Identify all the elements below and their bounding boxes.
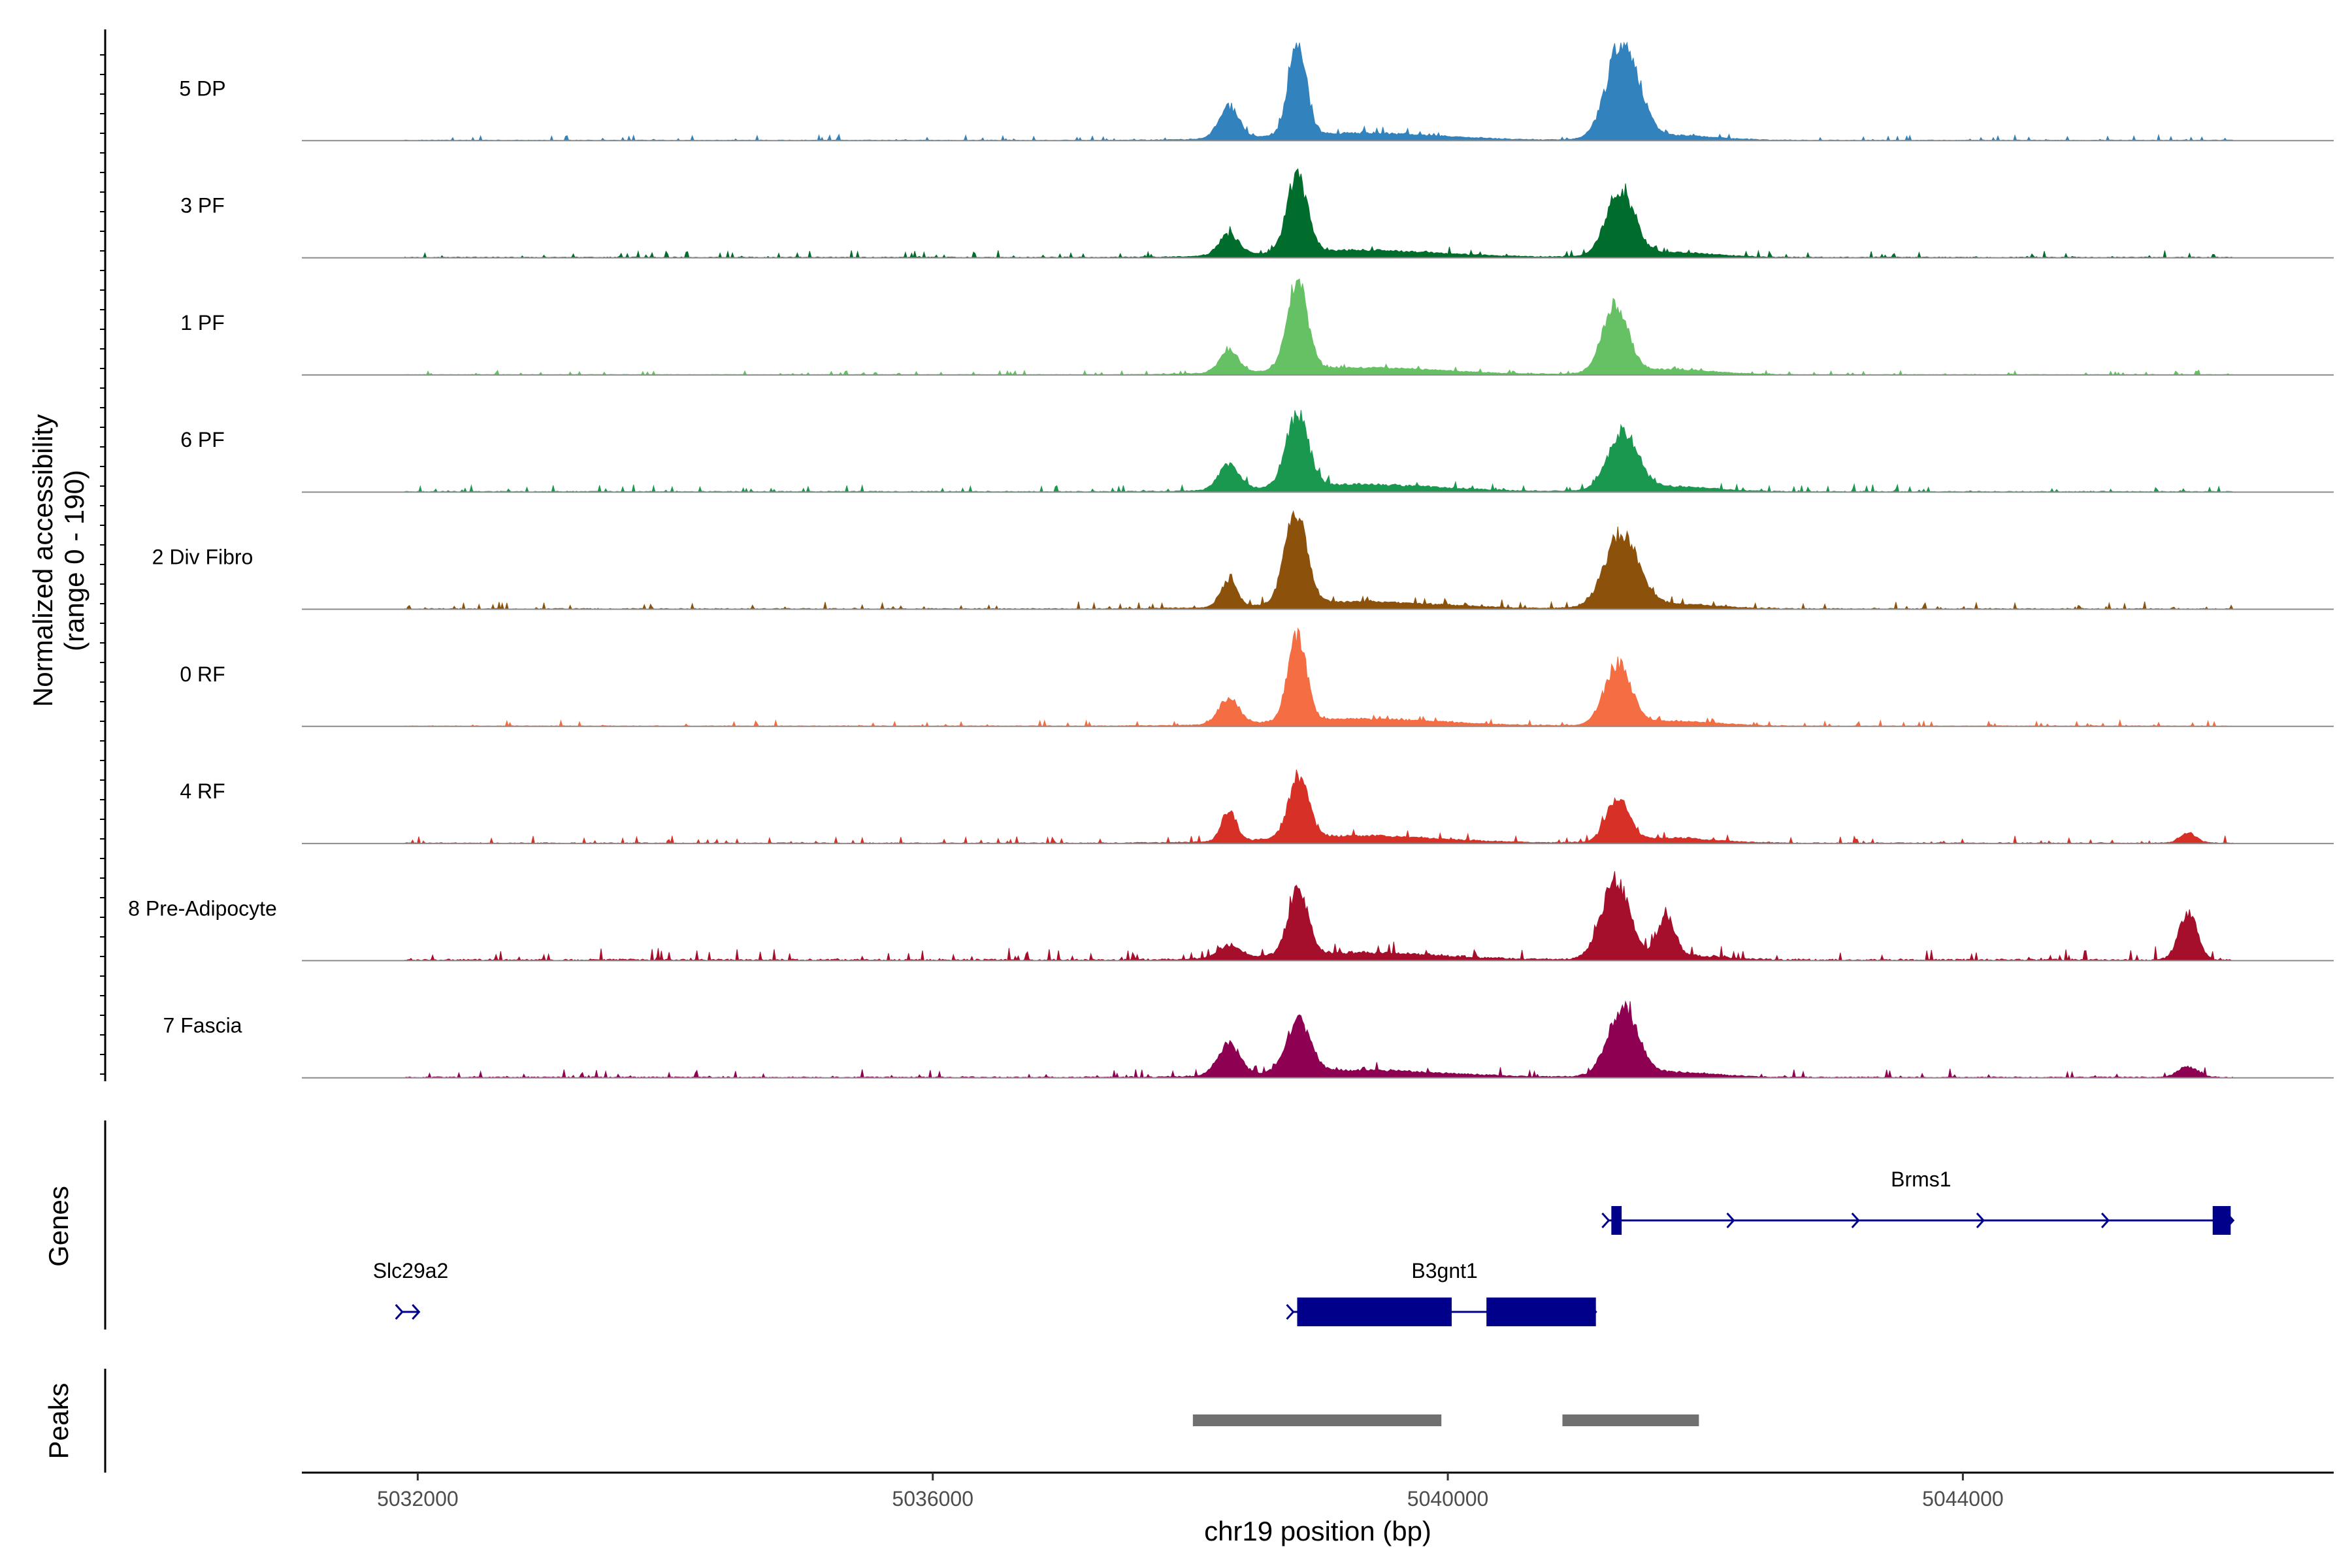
gene-slc29a2: Slc29a2 [373,1259,449,1320]
track-area-5-dp [404,41,2234,142]
peak-region [1562,1414,1699,1426]
gene-label-slc29a2: Slc29a2 [373,1259,449,1282]
track-3-pf: 3 PF [180,168,2334,259]
gene-label-brms1: Brms1 [1891,1168,1951,1191]
track-label-3-pf: 3 PF [180,194,225,218]
track-area-2-div-fibro [404,510,2234,610]
track-area-3-pf [404,168,2234,259]
track-label-5-dp: 5 DP [179,76,225,100]
track-5-dp: 5 DP [179,41,2334,142]
track-8-pre-adipocyte: 8 Pre-Adipocyte [128,871,2334,962]
track-label-0-rf: 0 RF [180,662,225,686]
peaks-panel-title: Peaks [43,1383,74,1460]
x-tick-label: 5044000 [1922,1487,2004,1511]
track-area-0-rf [404,627,2234,728]
x-axis-title: chr19 position (bp) [1204,1516,1431,1546]
track-4-rf: 4 RF [180,769,2334,845]
exon-b3gnt1 [1297,1298,1452,1326]
track-label-2-div-fibro: 2 Div Fibro [152,546,253,569]
strand-arrow-icon [2100,1212,2110,1229]
genes-panel-title: Genes [43,1186,74,1267]
track-label-1-pf: 1 PF [180,311,225,335]
exon-brms1 [2212,1206,2231,1235]
gene-b3gnt1: B3gnt1 [1286,1259,1597,1326]
accessibility-axis [100,29,106,1081]
strand-arrow-icon [1286,1303,1295,1320]
strand-arrow-icon [395,1303,404,1320]
coverage-tracks: 5 DP 3 PF 1 PF 6 PF 2 Div Fibro 0 RF 4 RF 8 Pre… [128,41,2334,1079]
track-label-6-pf: 6 PF [180,428,225,451]
track-1-pf: 1 PF [180,278,2334,376]
y-axis-title-line1: Normalized accessibility [27,414,58,707]
track-0-rf: 0 RF [180,627,2334,728]
x-tick-label: 5036000 [892,1487,973,1511]
exon-b3gnt1 [1486,1298,1596,1326]
track-area-7-fascia [404,1000,2234,1079]
track-area-4-rf [404,769,2234,844]
track-label-4-rf: 4 RF [180,779,225,803]
strand-arrow-icon [1851,1212,1860,1229]
track-6-pf: 6 PF [180,410,2334,493]
peaks-panel [104,1369,1699,1473]
exon-brms1 [1611,1206,1622,1235]
track-2-div-fibro: 2 Div Fibro [152,510,2334,610]
genes-panel: Brms1 Slc29a2 B3gnt1 [104,1120,2235,1330]
track-area-8-pre-adipocyte [404,871,2234,962]
strand-arrow-icon [1726,1212,1735,1229]
track-label-7-fascia: 7 Fascia [163,1014,242,1037]
x-tick-label: 5032000 [377,1487,459,1511]
track-label-8-pre-adipocyte: 8 Pre-Adipocyte [128,896,277,920]
track-7-fascia: 7 Fascia [163,1000,2334,1079]
strand-arrow-icon [412,1303,421,1320]
track-area-6-pf [404,410,2234,493]
gene-brms1: Brms1 [1601,1168,2235,1235]
track-area-1-pf [404,278,2234,376]
x-axis: 5032000 5036000 5040000 5044000 [302,1471,2334,1511]
peak-region [1192,1414,1442,1426]
gene-label-b3gnt1: B3gnt1 [1411,1259,1477,1282]
x-tick-label: 5040000 [1407,1487,1489,1511]
strand-arrow-icon [1601,1212,1610,1229]
strand-arrow-icon [1976,1212,1985,1229]
y-axis-title-line2: (range 0 - 190) [59,470,90,651]
